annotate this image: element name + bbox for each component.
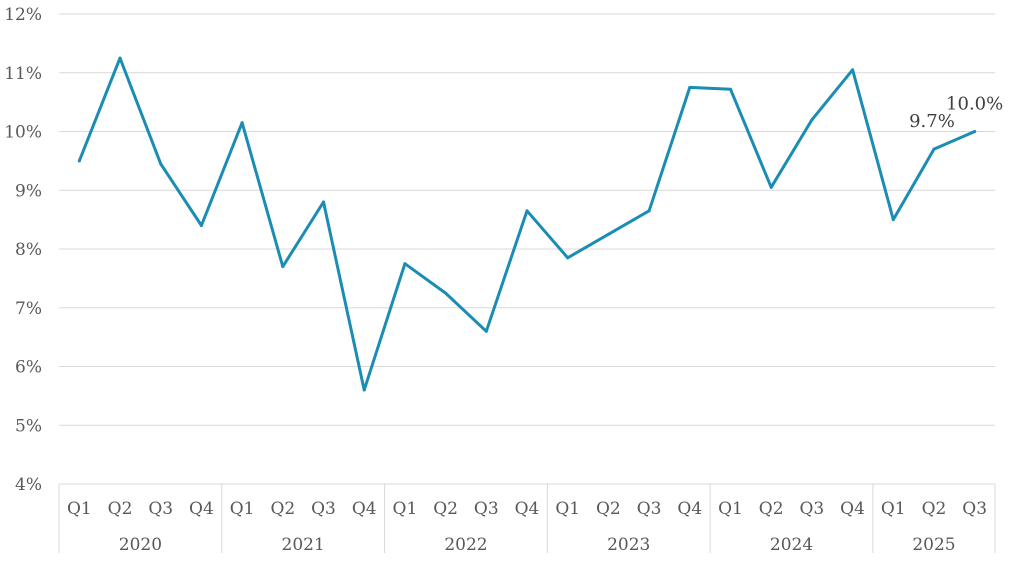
data-point xyxy=(240,121,244,125)
x-tick-label-quarter: Q2 xyxy=(759,499,784,519)
gridlines xyxy=(59,13,995,485)
x-tick-label-quarter: Q2 xyxy=(433,499,458,519)
x-tick-label-quarter: Q4 xyxy=(515,499,540,519)
data-point xyxy=(322,200,326,204)
data-point xyxy=(647,209,651,213)
x-tick-label-quarter: Q2 xyxy=(270,499,295,519)
y-tick-label: 10% xyxy=(4,123,42,143)
data-point xyxy=(362,388,366,392)
data-labels: 9.7%10.0% xyxy=(909,94,1003,133)
x-tick-label-quarter: Q1 xyxy=(555,499,580,519)
x-tick-label-quarter: Q1 xyxy=(67,499,92,519)
data-point xyxy=(484,329,488,333)
x-tick-label-year: 2024 xyxy=(770,535,813,555)
data-point xyxy=(973,130,977,133)
data-point xyxy=(403,262,407,266)
data-point xyxy=(199,224,203,227)
data-point xyxy=(444,291,448,295)
x-tick-label-quarter: Q4 xyxy=(677,499,702,519)
x-tick-label-quarter: Q4 xyxy=(352,499,377,519)
data-label: 10.0% xyxy=(946,94,1003,115)
y-tick-label: 12% xyxy=(4,5,42,25)
data-point xyxy=(77,159,81,163)
x-tick-label-quarter: Q3 xyxy=(962,499,987,519)
y-tick-label: 9% xyxy=(15,181,42,201)
data-point xyxy=(118,56,122,60)
data-point xyxy=(606,232,610,236)
x-tick-label-quarter: Q3 xyxy=(148,499,173,519)
x-tick-label-quarter: Q1 xyxy=(718,499,743,519)
data-label: 9.7% xyxy=(909,111,955,132)
y-tick-label: 8% xyxy=(15,240,42,260)
data-point xyxy=(769,185,773,189)
x-tick-label-year: 2022 xyxy=(444,535,487,555)
x-tick-label-quarter: Q4 xyxy=(840,499,865,519)
y-tick-label: 4% xyxy=(15,475,42,495)
x-tick-label-quarter: Q1 xyxy=(881,499,906,519)
x-tick-label-quarter: Q2 xyxy=(108,499,133,519)
x-tick-label-quarter: Q2 xyxy=(596,499,621,519)
data-point xyxy=(688,85,692,89)
data-point xyxy=(810,118,814,122)
x-tick-label-quarter: Q3 xyxy=(474,499,499,519)
x-tick-label-year: 2025 xyxy=(912,535,955,555)
series-line xyxy=(77,56,977,392)
x-tick-label-quarter: Q1 xyxy=(393,499,418,519)
y-tick-label: 6% xyxy=(15,358,42,378)
x-tick-label-quarter: Q3 xyxy=(637,499,662,519)
y-axis-tick-labels: 4% 5% 6% 7% 8% 9% 10% 11% 12% xyxy=(4,5,42,495)
data-point xyxy=(932,147,936,151)
x-tick-label-quarter: Q3 xyxy=(799,499,824,519)
y-tick-label: 11% xyxy=(4,64,42,84)
x-tick-label-year: 2021 xyxy=(282,535,325,555)
series-line-group xyxy=(77,56,977,392)
y-tick-label: 7% xyxy=(15,299,42,319)
x-tick-label-quarter: Q1 xyxy=(230,499,255,519)
data-point xyxy=(891,218,895,222)
data-point xyxy=(566,256,570,260)
x-tick-label-year: 2023 xyxy=(607,535,650,555)
data-point xyxy=(159,162,163,166)
x-tick-label-quarter: Q3 xyxy=(311,499,336,519)
x-tick-label-year: 2020 xyxy=(119,535,162,555)
x-tick-label-quarter: Q4 xyxy=(189,499,214,519)
x-axis: Q1 Q2 Q3 Q4 Q1 Q2 Q3 Q4 Q1 Q2 Q3 Q4 Q1 Q2 Q3 Q4 Q1 Q2 Q3 Q4… xyxy=(58,484,996,555)
data-point xyxy=(281,265,285,269)
data-point xyxy=(728,87,732,91)
data-point xyxy=(525,209,529,213)
x-tick-label-quarter: Q2 xyxy=(922,499,947,519)
data-point xyxy=(851,68,855,72)
y-tick-label: 5% xyxy=(15,416,42,436)
